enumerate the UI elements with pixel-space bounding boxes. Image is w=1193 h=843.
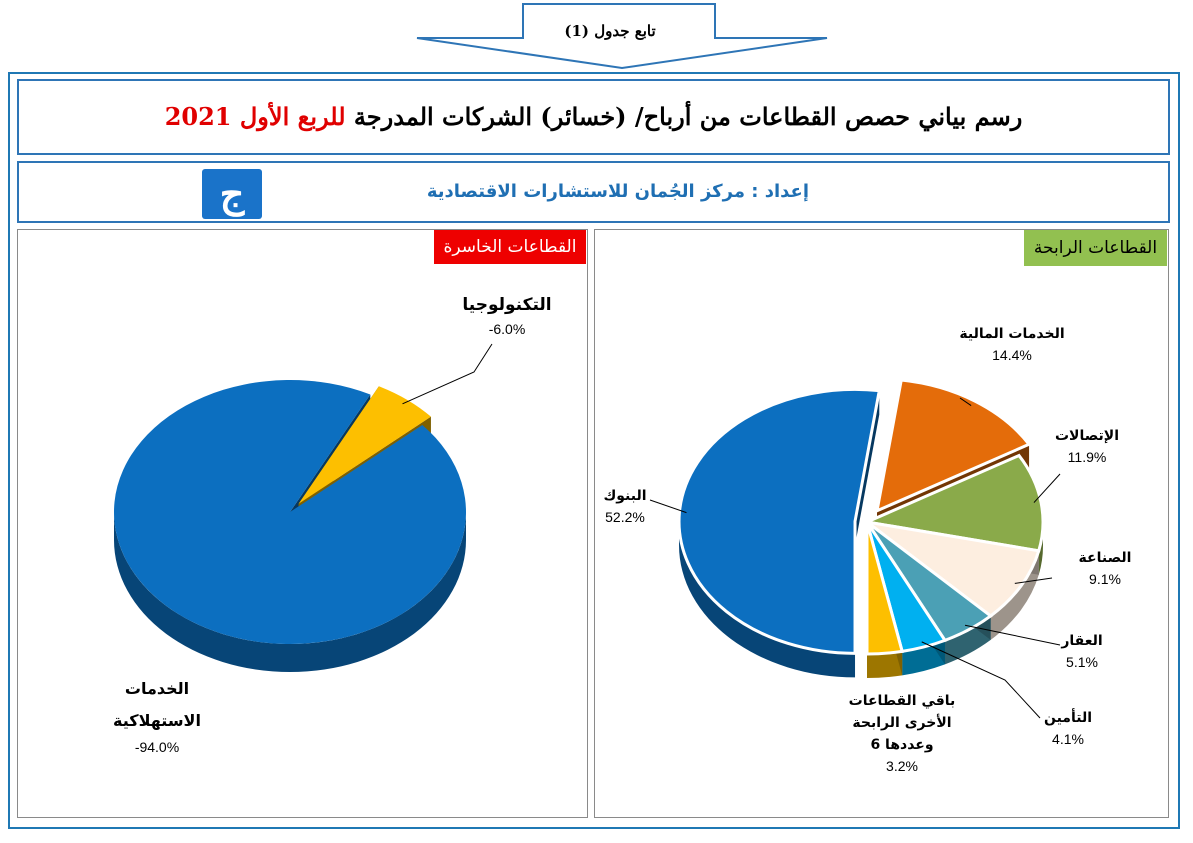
gain-value-6: 3.2% [886,758,918,774]
gain-leader-line [964,624,1061,646]
gain-leader-line [649,499,687,514]
loss-slice-1 [298,386,431,504]
gain-leader-line [1033,473,1061,503]
gain-leader-line [921,641,1041,719]
gain-slice-0 [677,387,882,655]
gain-slice-3 [866,520,1041,618]
gain-value-0: 52.2% [605,509,645,525]
gain-slice-2 [861,453,1045,553]
gain-label-0: البنوك [603,488,646,504]
gain-label-3: الصناعة [1079,550,1132,566]
title-period: للربع الأول [239,102,346,131]
loss-label-0: الخدمات [125,679,189,698]
gain-label-5: التأمين [1044,708,1092,726]
continuation-label: تابع جدول (1) [564,22,656,40]
gain-value-2: 11.9% [1068,449,1107,465]
jumana-logo-icon: ج [202,169,262,219]
title-main: رسم بياني حصص القطاعات من أرباح/ (خسائر)… [353,102,1023,131]
gain-label-2: الإتصالات [1055,428,1119,444]
gain-value-3: 9.1% [1089,571,1121,587]
gain-slice-6 [865,521,905,656]
loss-slice-side [114,512,466,672]
loss-panel [17,229,588,818]
gain-label-6: الأخرى الرابحة [852,714,951,731]
loss-value-0: -94.0% [135,739,179,755]
gain-label-6: باقي القطاعات [849,693,956,709]
gain-leader-line [959,397,972,406]
gain-label-1: الخدمات المالية [959,326,1064,342]
gain-slice-side [867,651,903,678]
loss-label-0: الاستهلاكية [113,711,201,730]
title-year: 2021 [164,102,232,131]
continuation-arrow [416,3,828,70]
credit-text: إعداد : مركز الجُمان للاستشارات الاقتصاد… [426,181,809,202]
loss-sectors-badge: القطاعات الخاسرة [434,230,586,264]
gain-slice-side [679,521,856,678]
gain-leader-line [1014,577,1053,584]
gain-sectors-badge: القطاعات الرابحة [1024,230,1167,266]
title-box: رسم بياني حصص القطاعات من أرباح/ (خسائر)… [17,79,1170,155]
credit-box: إعداد : مركز الجُمان للاستشارات الاقتصاد… [17,161,1170,223]
gain-pie: البنوك 52.2% الخدمات المالية 14.4% الإتصالات… [603,326,1131,774]
gain-panel [594,229,1169,818]
loss-label-1: التكنولوجيا [462,295,551,315]
gain-label-4: العقار [1060,633,1102,649]
gain-slice-1 [875,378,1032,514]
gain-value-4: 5.1% [1066,654,1098,670]
loss-pie: الخدمات الاستهلاكية -94.0% التكنولوجيا -6.0% [113,295,552,755]
loss-slice-0 [114,380,467,645]
outer-frame [8,72,1180,829]
gain-slice-side [902,640,945,676]
gain-value-1: 14.4% [992,347,1032,363]
gain-label-6: وعددها 6 [870,737,933,753]
page-title: رسم بياني حصص القطاعات من أرباح/ (خسائر)… [19,81,1168,153]
loss-leader-line [402,343,493,405]
gain-value-5: 4.1% [1052,731,1084,747]
loss-value-1: -6.0% [489,321,526,337]
